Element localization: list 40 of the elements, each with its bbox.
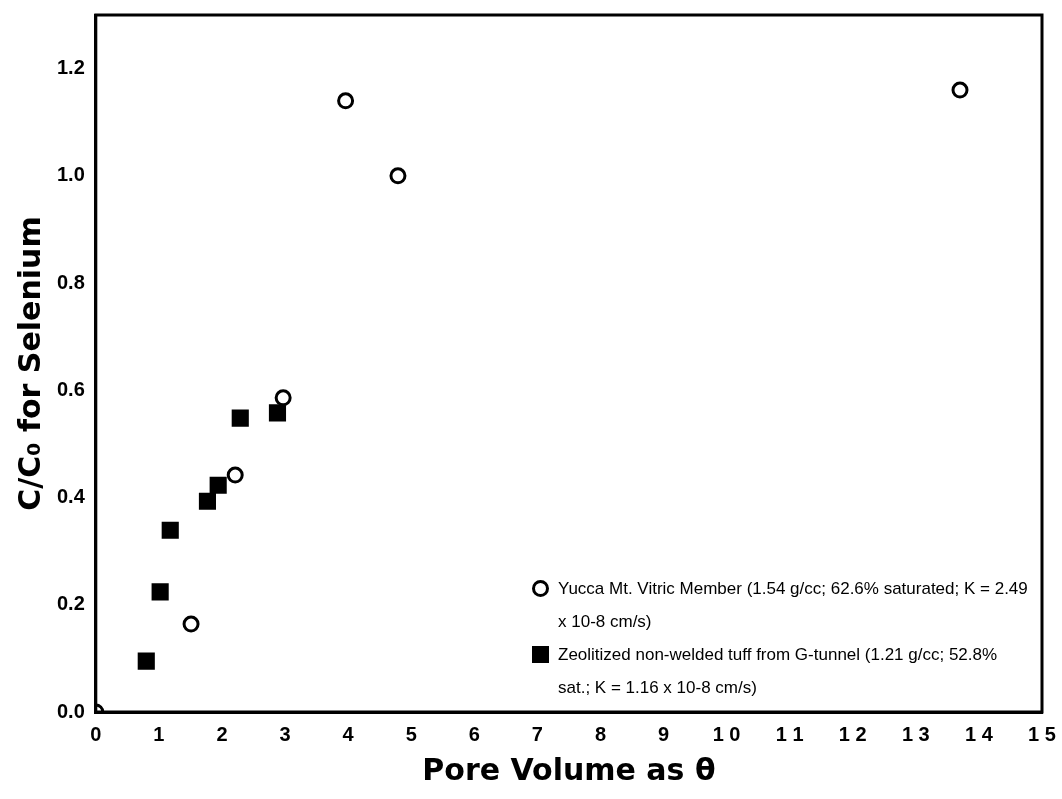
legend-label: Zeolitized non-welded tuff from G-tunnel (1.21 g/cc; 52.8% sat.; K = 1.16 x 10-8 cm/s)	[558, 644, 999, 699]
x-tick-label: 9	[657, 722, 670, 745]
y-tick-label: 1.0	[56, 163, 85, 186]
x-tick-label: 4	[342, 722, 355, 745]
x-tick-label: 1	[153, 722, 165, 745]
y-tick-label: 0.2	[56, 592, 85, 615]
point	[337, 92, 355, 110]
x-tick-label: 7	[531, 722, 543, 745]
point	[137, 652, 155, 670]
y-tick-label: 0.6	[56, 377, 85, 400]
y-tick-label: 1.2	[56, 56, 85, 79]
x-tick-label: 3	[279, 722, 291, 745]
point	[226, 466, 244, 484]
x-tick-label: 1 5	[1028, 722, 1056, 745]
point	[198, 492, 217, 510]
point	[951, 81, 969, 99]
point	[268, 404, 287, 422]
y-axis-title: C/C₀ for Selenium	[11, 216, 47, 511]
x-tick-label: 0	[90, 722, 102, 745]
point	[182, 615, 200, 633]
x-tick-label: 8	[594, 722, 606, 745]
point	[274, 389, 292, 407]
x-tick-label: 1 3	[901, 722, 930, 745]
y-tick-label: 0.8	[56, 270, 85, 293]
x-tick-label: 1 4	[965, 722, 994, 745]
y-tick-label: 0.4	[56, 485, 86, 508]
x-tick-label: 1 2	[838, 722, 867, 745]
x-tick-label: 5	[405, 722, 417, 745]
x-tick-label: 2	[216, 722, 228, 745]
point	[389, 167, 407, 185]
point	[231, 409, 249, 427]
x-tick-label: 1 0	[712, 722, 741, 745]
point	[161, 521, 179, 539]
x-tick-label: 6	[468, 722, 480, 745]
x-axis-title: Pore Volume as θ	[422, 751, 716, 787]
y-tick-label: 0.0	[56, 699, 85, 722]
point	[209, 476, 227, 494]
point	[151, 583, 169, 601]
legend-label: Yucca Mt. Vitric Member (1.54 g/cc; 62.6% saturated; K = 2.49 x 10-8 cm/s)	[558, 578, 1028, 633]
x-tick-label: 1 1	[775, 722, 804, 745]
